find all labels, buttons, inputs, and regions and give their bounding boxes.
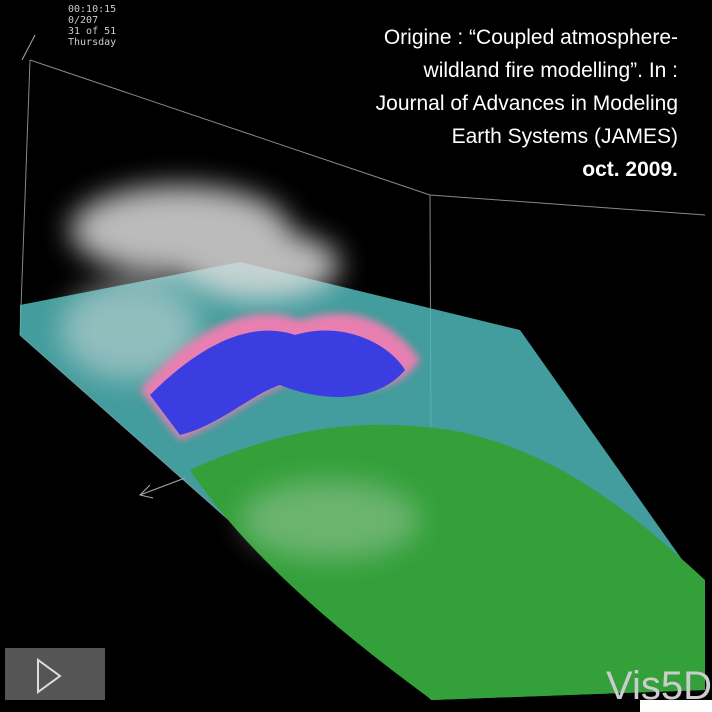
play-button[interactable] — [5, 648, 105, 700]
weekday: Thursday — [68, 37, 116, 48]
step-count: 31 of 51 — [68, 26, 116, 37]
caption-line: Origine : “Coupled atmosphere- — [384, 26, 678, 50]
frame-count: 0/207 — [68, 15, 98, 26]
caption-line: Journal of Advances in Modeling — [376, 92, 678, 116]
timestamp: 00:10:15 — [68, 4, 116, 15]
video-frame: 00:10:15 0/207 31 of 51 Thursday Origine… — [0, 0, 712, 712]
caption-line: Earth Systems (JAMES) — [452, 125, 678, 149]
caption-date: oct. 2009. — [582, 158, 678, 182]
caption-line: wildland fire modelling”. In : — [424, 59, 678, 83]
watermark: Vis5D — [606, 664, 712, 709]
